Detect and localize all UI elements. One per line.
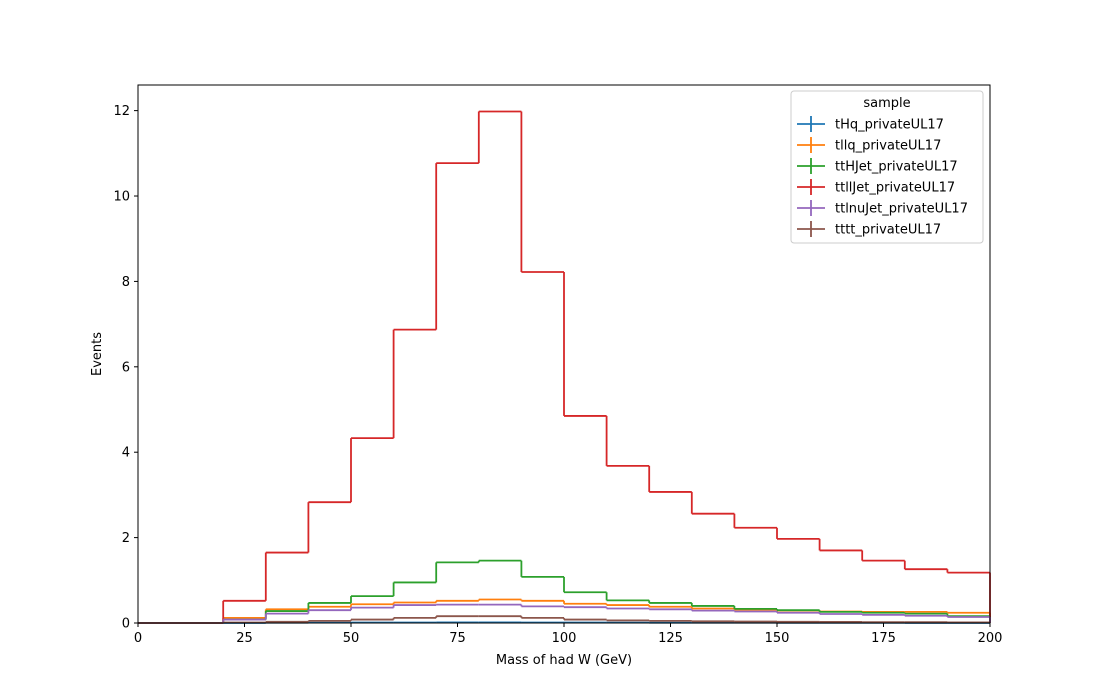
y-axis-label: Events [90, 332, 105, 376]
series-ttllJet_privateUL17 [138, 110, 991, 624]
legend: sample tHq_privateUL17 tllq_privateUL17tt… [790, 90, 984, 244]
legend-box [790, 90, 984, 244]
legend-label: ttHJet_privateUL17 [835, 160, 958, 175]
x-tick-label: 50 [343, 631, 360, 646]
y-tick-label: 8 [122, 275, 130, 290]
legend-item: ttHJet_privateUL17 [797, 158, 958, 175]
legend-item: tHq_privateUL17 [797, 116, 944, 133]
legend-label: tttt_privateUL17 [835, 223, 941, 238]
x-axis: 0 25 50 75 100 125 150 175 200 [134, 623, 1003, 646]
y-tick-label: 2 [122, 531, 130, 546]
legend-label: ttlnuJet_privateUL17 [835, 202, 968, 217]
x-tick-label: 200 [978, 631, 1003, 646]
x-axis-label: Mass of had W (GeV) [496, 653, 632, 668]
y-tick-label: 6 [122, 360, 130, 375]
legend-items: tHq_privateUL17 tllq_privateUL17 ttHJet_pr… [797, 116, 968, 238]
x-tick-label: 150 [765, 631, 790, 646]
x-tick-label: 75 [449, 631, 466, 646]
x-tick-label: 25 [236, 631, 253, 646]
y-axis: 0 2 4 6 8 10 12 [113, 104, 138, 632]
legend-label: tHq_privateUL17 [835, 118, 944, 133]
legend-label: ttllJet_privateUL17 [835, 181, 955, 196]
legend-item: tllq_privateUL17 [797, 137, 941, 154]
y-tick-label: 12 [113, 104, 130, 119]
y-tick-label: 0 [122, 617, 130, 632]
y-tick-label: 10 [113, 190, 130, 205]
legend-item: ttllJet_privateUL17 [797, 179, 955, 196]
x-tick-label: 125 [658, 631, 683, 646]
legend-title: sample [863, 96, 910, 111]
y-tick-label: 4 [122, 446, 130, 461]
legend-item: ttlnuJet_privateUL17 [797, 200, 968, 217]
x-tick-label: 100 [552, 631, 577, 646]
x-tick-label: 175 [871, 631, 896, 646]
legend-label: tllq_privateUL17 [835, 139, 941, 154]
legend-item: tttt_privateUL17 [797, 221, 941, 238]
x-tick-label: 0 [134, 631, 142, 646]
